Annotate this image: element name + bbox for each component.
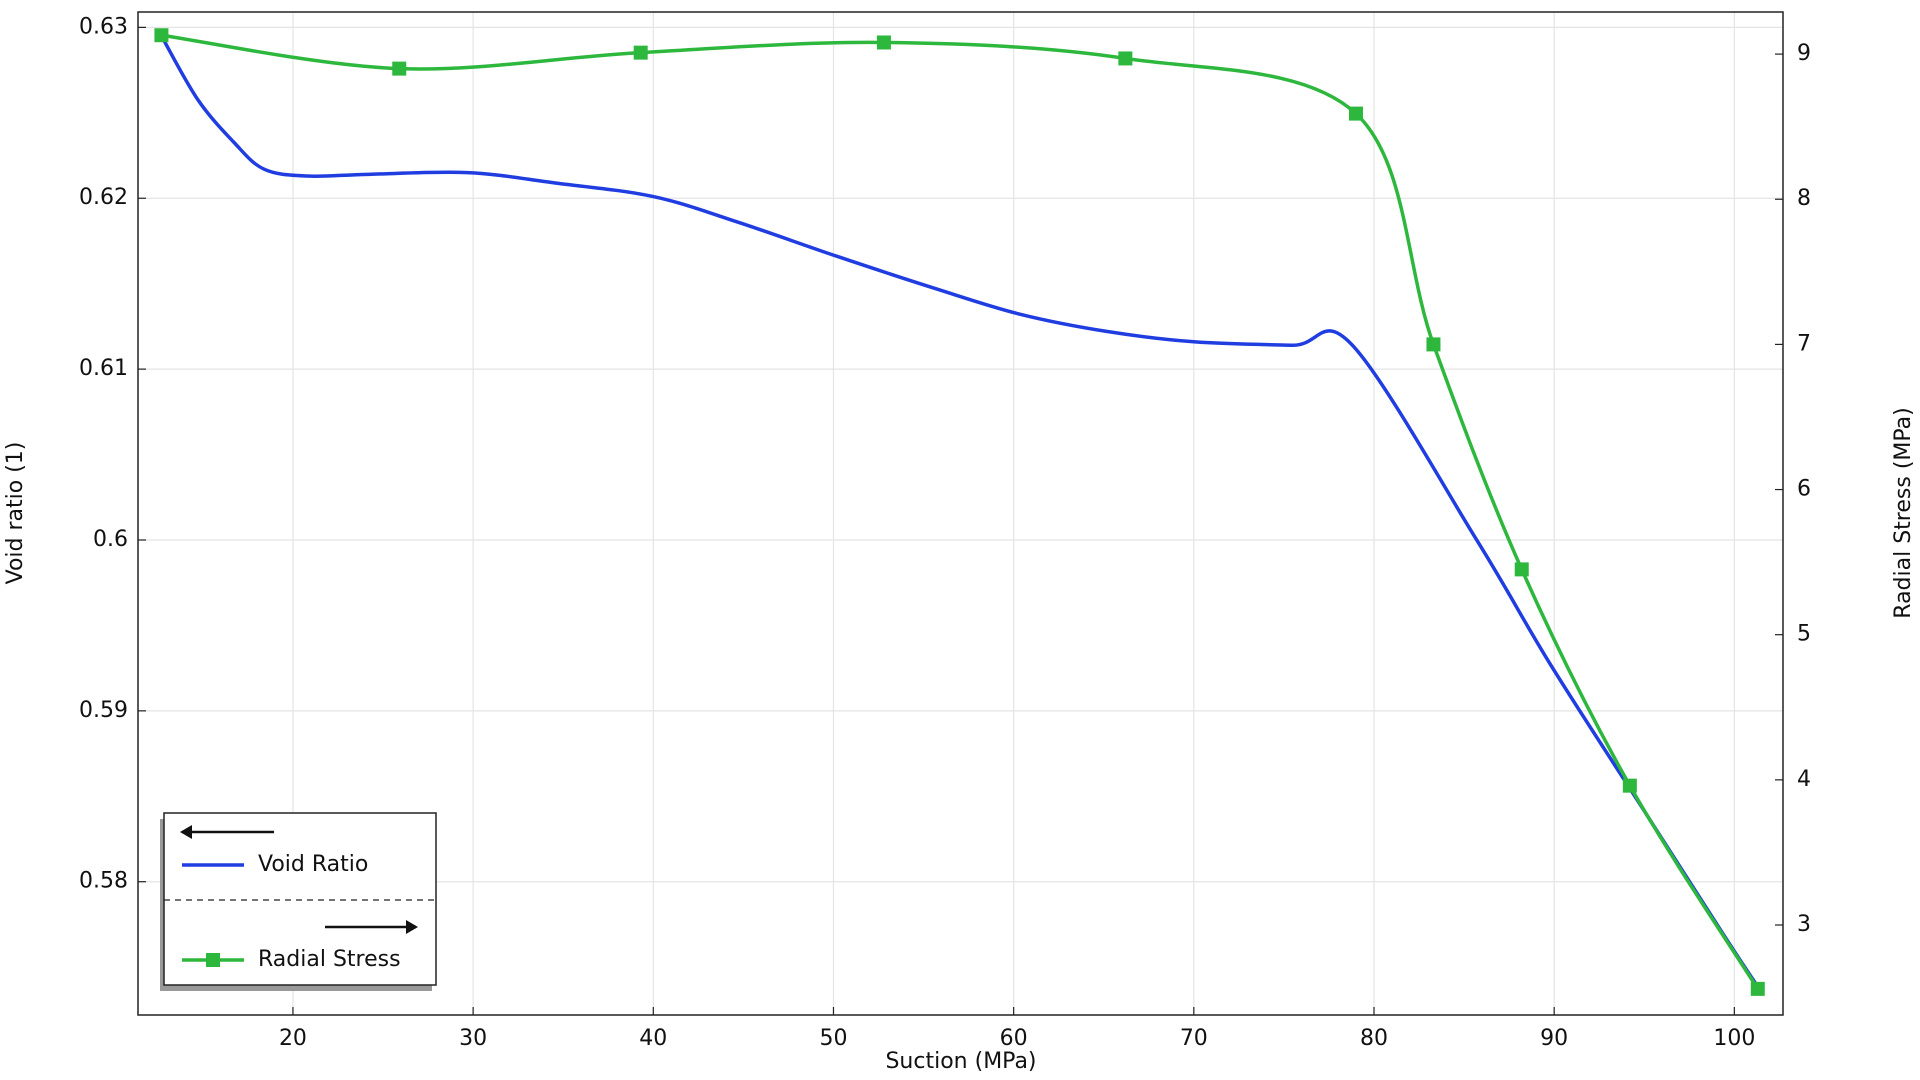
series-marker — [1750, 981, 1765, 996]
y2-tick-label: 3 — [1797, 912, 1811, 937]
series-marker — [1622, 778, 1637, 793]
legend-arrowhead — [180, 825, 192, 839]
x-tick-label: 30 — [459, 1026, 487, 1051]
x-tick-label: 80 — [1360, 1026, 1388, 1051]
y-tick-label: 0.58 — [79, 869, 128, 894]
y-tick-label: 0.63 — [79, 14, 128, 39]
legend-box — [163, 812, 437, 986]
x-tick-label: 60 — [1000, 1026, 1028, 1051]
series-marker — [392, 61, 407, 76]
x-tick-label: 40 — [639, 1026, 667, 1051]
x-tick-label: 20 — [279, 1026, 307, 1051]
legend-label: Void Ratio — [258, 852, 368, 877]
x-tick-label: 100 — [1713, 1026, 1755, 1051]
x-axis-label: Suction (MPa) — [885, 1049, 1036, 1074]
y2-tick-label: 9 — [1797, 41, 1811, 66]
series-line — [161, 33, 1760, 990]
legend: Void Ratio Radial Stress — [160, 812, 437, 991]
series-marker — [1514, 562, 1529, 577]
series-marker — [1348, 106, 1363, 121]
y-tick-label: 0.62 — [79, 185, 128, 210]
legend-marker — [206, 953, 220, 967]
legend-arrowhead — [406, 920, 418, 934]
y-axis-label: Void ratio (1) — [3, 442, 28, 585]
y-tick-label: 0.61 — [79, 356, 128, 381]
x-tick-label: 70 — [1180, 1026, 1208, 1051]
x-tick-label: 50 — [819, 1026, 847, 1051]
series-marker — [633, 45, 648, 60]
legend-label: Radial Stress — [258, 947, 401, 972]
series-marker — [154, 28, 169, 43]
y2-axis-label: Radial Stress (MPa) — [1891, 407, 1916, 618]
y2-tick-label: 4 — [1797, 767, 1811, 792]
y-tick-label: 0.6 — [93, 527, 128, 552]
series-line — [159, 35, 1762, 991]
y2-tick-label: 6 — [1797, 477, 1811, 502]
y-tick-label: 0.59 — [79, 698, 128, 723]
series-marker — [1118, 51, 1133, 66]
plot-frame — [137, 11, 1784, 1016]
y2-tick-label: 7 — [1797, 331, 1811, 356]
series-marker — [876, 35, 891, 50]
series-marker — [1426, 337, 1441, 352]
x-tick-label: 90 — [1540, 1026, 1568, 1051]
y2-tick-label: 5 — [1797, 622, 1811, 647]
y2-tick-label: 8 — [1797, 186, 1811, 211]
